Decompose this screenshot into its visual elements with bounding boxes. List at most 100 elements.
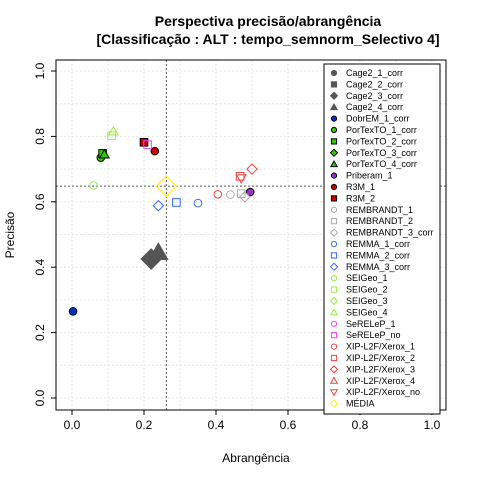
legend-marker	[329, 365, 339, 374]
plot-frame	[55, 59, 447, 411]
legend-marker	[329, 376, 339, 384]
legend-label: PorTexTO_2_corr	[346, 136, 417, 146]
legend-marker	[329, 159, 339, 168]
data-point	[107, 131, 116, 141]
legend-marker	[329, 102, 339, 111]
legend-label: PorTexTO_3_corr	[346, 148, 417, 158]
legend-marker	[330, 332, 338, 339]
legend-label: R3M_2	[346, 193, 375, 203]
legend-marker	[330, 172, 338, 179]
chart-title: Perspectiva precisão/abrangência	[155, 13, 382, 29]
y-tick-label: 0.2	[33, 324, 47, 341]
data-point	[235, 174, 247, 185]
legend-label: Priberam_1	[346, 171, 393, 181]
legend-marker	[329, 148, 339, 158]
legend-marker	[330, 195, 338, 202]
legend-label: Cage2_3_corr	[346, 91, 403, 101]
legend-marker	[329, 389, 339, 397]
y-axis-label: Precisão	[3, 211, 17, 258]
legend-marker	[330, 81, 338, 88]
y-tick-label: 0.4	[33, 259, 47, 276]
data-point	[213, 189, 223, 199]
legend-label: XIP-L2F/Xerox_4	[346, 376, 415, 386]
legend-label: PorTexTO_1_corr	[346, 125, 417, 135]
x-tick-label: 0.4	[208, 418, 225, 432]
y-tick-label: 0.6	[33, 193, 47, 210]
legend-marker	[329, 91, 339, 101]
legend-label: SeRELeP_1	[346, 319, 396, 329]
data-points	[68, 125, 258, 316]
legend-label: Cage2_4_corr	[346, 102, 403, 112]
legend-box	[323, 63, 441, 415]
x-tick-label: 0.8	[352, 418, 369, 432]
legend-label: SeRELeP_no	[346, 330, 401, 340]
legend-label: REMMA_1_corr	[346, 239, 410, 249]
data-point	[143, 140, 152, 149]
x-tick-label: 0.6	[280, 418, 297, 432]
data-point	[193, 198, 203, 208]
legend-label: REMBRANDT_1	[346, 205, 413, 215]
legend-marker	[330, 183, 338, 191]
data-point	[152, 199, 165, 212]
legend-marker	[330, 218, 338, 225]
y-axis: 0.0 0.2 0.4 0.6 0.8 1.0	[33, 62, 56, 406]
legend-marker	[330, 115, 338, 122]
legend-label: DobrEM_1_corr	[346, 114, 410, 124]
legend-marker	[330, 206, 338, 213]
legend-marker	[329, 228, 339, 237]
legend-marker	[330, 286, 338, 293]
x-axis-label: Abrangência	[222, 451, 290, 465]
legend-label: SEIGeo_3	[346, 296, 388, 306]
legend-label: XIP-L2F/Xerox_3	[346, 364, 415, 374]
legend-marker	[329, 262, 339, 272]
data-point	[238, 191, 251, 203]
legend-marker	[330, 354, 338, 362]
legend-label: SEIGeo_1	[346, 273, 388, 283]
data-point	[107, 125, 120, 136]
x-tick-label: 0.2	[136, 418, 153, 432]
data-point	[226, 190, 235, 199]
data-point	[148, 242, 169, 261]
legend-marker	[330, 138, 338, 145]
data-point	[89, 181, 98, 190]
data-point	[68, 307, 78, 316]
legend-marker	[329, 296, 339, 306]
legend-marker	[329, 399, 339, 408]
legend-label: XIP-L2F/Xerox_no	[346, 387, 420, 397]
data-point	[235, 171, 245, 181]
legend-label: Cage2_1_corr	[346, 68, 403, 78]
chart-subtitle: [Classificação : ALT : tempo_semnorm_Sel…	[96, 31, 439, 47]
legend-marker	[330, 69, 338, 77]
legend-label: XIP-L2F/Xerox_1	[346, 342, 415, 352]
data-point	[150, 146, 160, 156]
legend-label: SEIGeo_4	[346, 307, 388, 317]
legend-label: REMBRANDT_2	[346, 216, 413, 226]
data-point	[246, 163, 258, 175]
legend-marker	[329, 308, 339, 316]
y-tick-label: 0.8	[33, 128, 47, 145]
legend-label: MÉDIA	[346, 399, 375, 409]
data-point	[236, 189, 246, 198]
data-point	[172, 198, 181, 207]
legend-marker	[330, 240, 338, 248]
legend-label: R3M_1	[346, 182, 375, 192]
legend-label: REMMA_3_corr	[346, 262, 410, 272]
legend-label: Cage2_2_corr	[346, 79, 403, 89]
legend-marker	[330, 343, 338, 350]
legend-label: PorTexTO_4_corr	[346, 159, 417, 169]
y-tick-label: 1.0	[33, 62, 47, 79]
y-tick-label: 0.0	[33, 389, 47, 406]
data-point	[155, 174, 178, 198]
legend-marker	[330, 320, 338, 327]
legend-marker	[330, 252, 338, 259]
data-point	[245, 187, 255, 197]
legend-label: XIP-L2F/Xerox_2	[346, 353, 415, 363]
legend-marker	[330, 126, 338, 134]
x-tick-label: 0.0	[64, 418, 81, 432]
legend-label: SEIGeo_2	[346, 285, 388, 295]
legend-label: REMMA_2_corr	[346, 250, 410, 260]
x-tick-label: 1.0	[424, 418, 441, 432]
legend-marker	[330, 275, 338, 282]
